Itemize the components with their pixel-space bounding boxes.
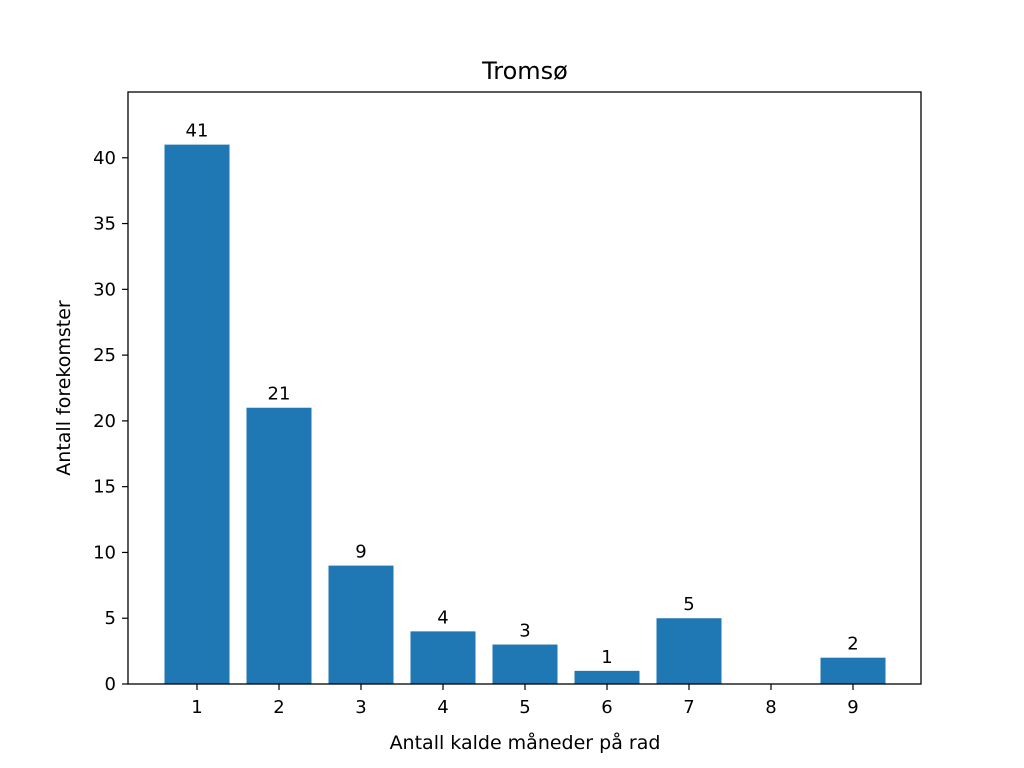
x-tick-label: 8 [765, 697, 776, 718]
x-axis-label: Antall kalde måneder på rad [390, 731, 661, 754]
x-axis-ticks: 1 2 3 4 5 6 7 8 9 [191, 684, 859, 718]
x-tick-label: 1 [191, 697, 202, 718]
x-tick-label: 9 [847, 697, 858, 718]
data-label-5: 3 [519, 621, 530, 642]
y-tick-label: 30 [93, 279, 116, 300]
bar-4 [410, 631, 476, 684]
bar-7 [656, 618, 722, 684]
bar-1 [164, 144, 230, 685]
data-label-9: 2 [847, 634, 858, 655]
y-tick-label: 25 [93, 345, 116, 366]
chart-title: Tromsø [481, 57, 568, 85]
y-axis-ticks: 0 5 10 15 20 25 30 35 40 [93, 148, 128, 695]
y-tick-label: 35 [93, 214, 116, 235]
y-axis-label: Antall forekomster [53, 300, 75, 476]
bar-5 [492, 644, 558, 684]
x-tick-label: 3 [355, 697, 366, 718]
data-label-7: 5 [683, 594, 694, 615]
y-tick-label: 10 [93, 542, 116, 563]
x-tick-label: 6 [601, 697, 612, 718]
bar-2 [246, 407, 312, 684]
x-tick-label: 4 [437, 697, 448, 718]
bar-3 [328, 565, 394, 684]
data-label-4: 4 [437, 607, 448, 628]
y-tick-label: 40 [93, 148, 116, 169]
y-tick-label: 0 [105, 674, 116, 695]
data-label-6: 1 [601, 647, 612, 668]
x-tick-label: 7 [683, 697, 694, 718]
data-label-2: 21 [268, 384, 291, 405]
bar-6 [574, 670, 640, 684]
y-tick-label: 5 [105, 608, 116, 629]
x-tick-label: 2 [273, 697, 284, 718]
data-labels-group: 41 21 9 4 3 1 5 2 [186, 121, 859, 668]
y-tick-label: 15 [93, 477, 116, 498]
x-tick-label: 5 [519, 697, 530, 718]
bar-9 [820, 657, 886, 684]
bars-group [164, 144, 886, 685]
data-label-1: 41 [186, 121, 209, 142]
data-label-3: 9 [355, 542, 366, 563]
y-tick-label: 20 [93, 411, 116, 432]
